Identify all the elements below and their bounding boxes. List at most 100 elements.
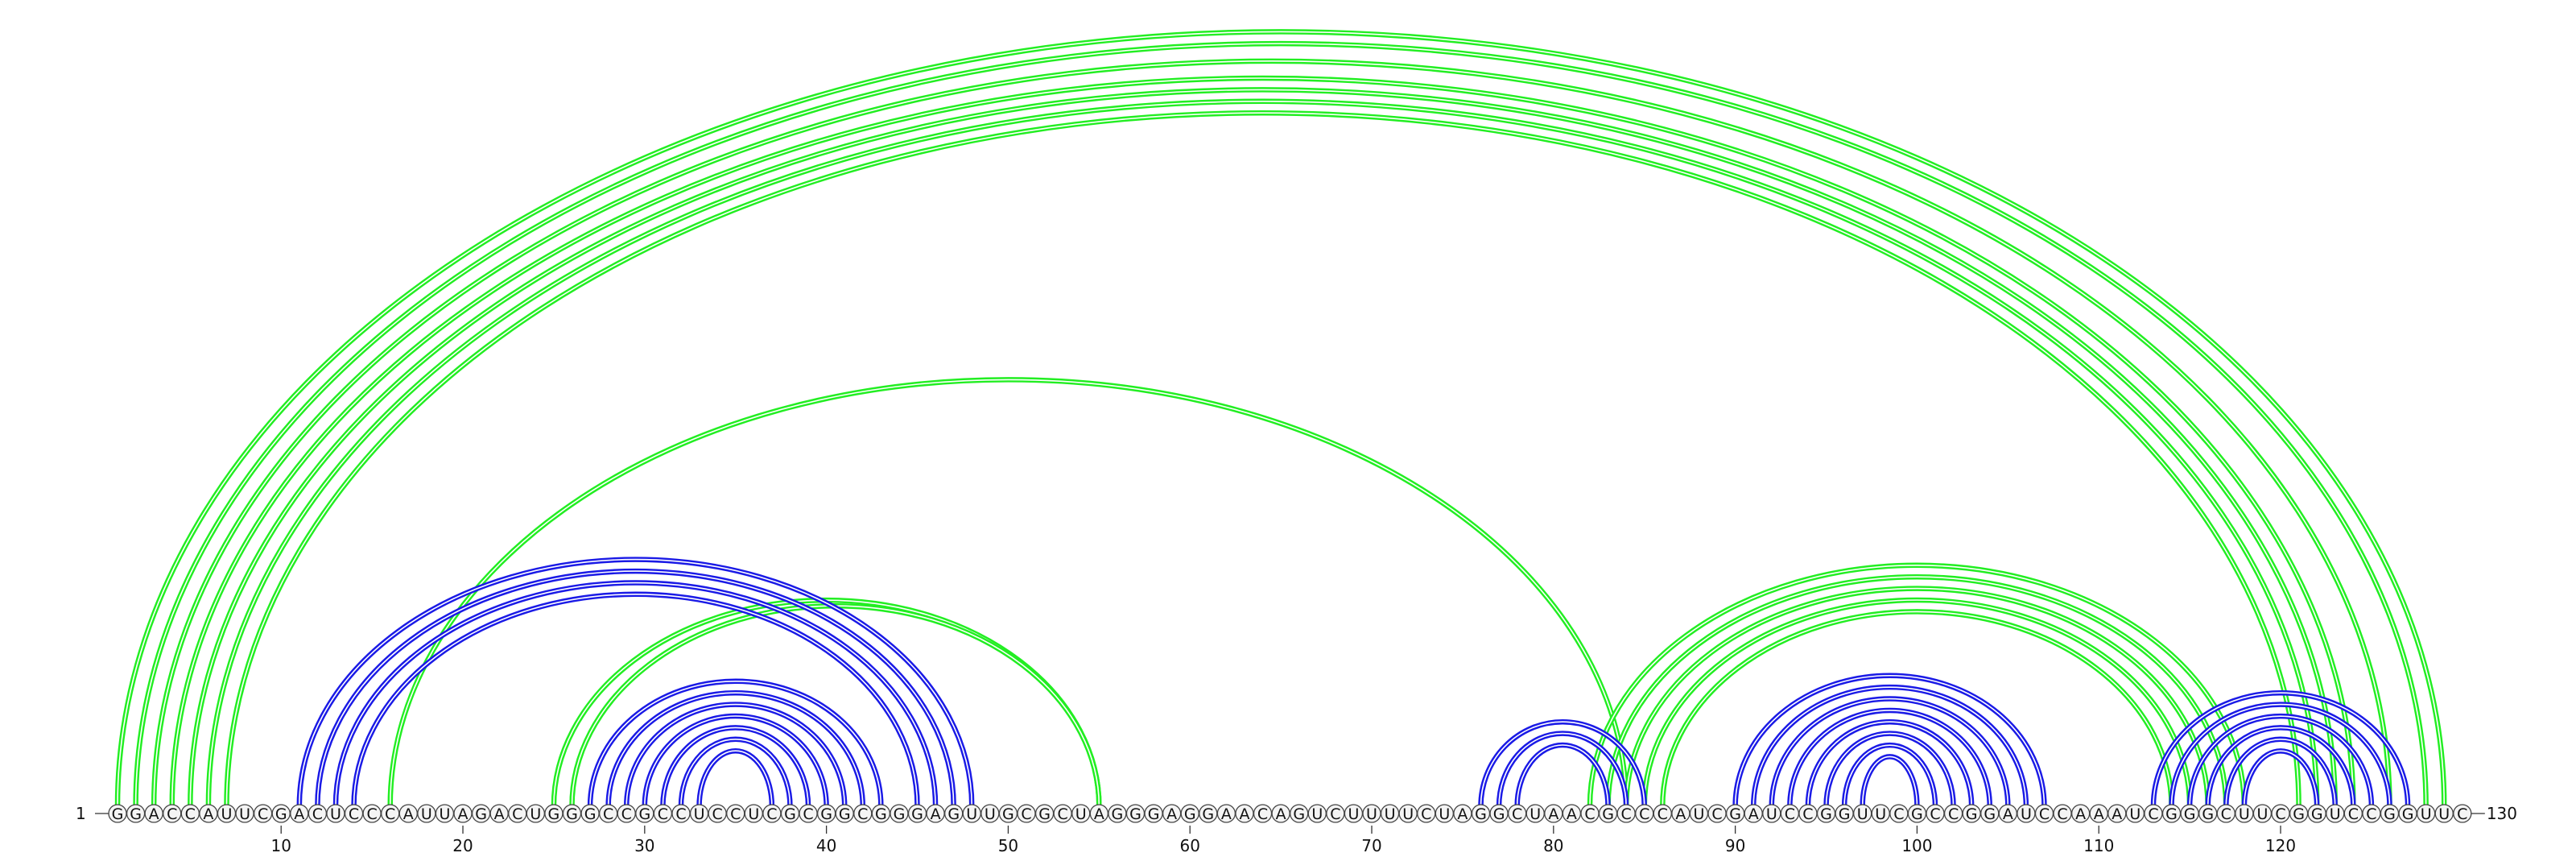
nucleotide-letter: C xyxy=(2275,805,2285,823)
nucleotide-letter: A xyxy=(1276,805,1286,823)
nucleotide-letter: U xyxy=(1693,805,1704,823)
nucleotide-letter: G xyxy=(1112,805,1124,823)
nucleotide-letter: C xyxy=(1021,805,1031,823)
nucleotide-letter: U xyxy=(421,805,432,823)
tick-label: 40 xyxy=(816,836,836,855)
nucleotide-letter: A xyxy=(1239,805,1249,823)
nucleotide-letter: G xyxy=(548,805,560,823)
nucleotide-letter: G xyxy=(130,805,142,823)
nucleotide-letter: A xyxy=(203,805,213,823)
nucleotide-letter: C xyxy=(803,805,813,823)
green-arc-core-3-126 xyxy=(153,60,2391,807)
nucleotide-letter: G xyxy=(839,805,851,823)
nucleotide-letter: C xyxy=(1930,805,1940,823)
blue-arc-core-30-40 xyxy=(644,715,828,807)
nucleotide-letter: G xyxy=(112,805,124,823)
nucleotide-letter: A xyxy=(2003,805,2013,823)
nucleotide-letter: A xyxy=(1567,805,1577,823)
nucleotide-letter: C xyxy=(603,805,613,823)
tick-label: 110 xyxy=(2083,836,2114,855)
nucleotide-letter: U xyxy=(1366,805,1377,823)
nucleotide-letter: U xyxy=(748,805,759,823)
nucleotide-letter: U xyxy=(1439,805,1450,823)
green-base-pair-arcs xyxy=(114,29,2447,807)
tick-label: 100 xyxy=(1901,836,1932,855)
nucleotide-letter: C xyxy=(857,805,868,823)
nucleotide-letter: A xyxy=(403,805,414,823)
blue-arc-core-90-107 xyxy=(1734,674,2046,807)
nucleotide-letter: U xyxy=(2256,805,2268,823)
blue-arc-core-76-85 xyxy=(1480,721,1645,807)
nucleotide-letter: G xyxy=(894,805,906,823)
nucleotide-letter: U xyxy=(221,805,233,823)
nucleotide-letter: G xyxy=(1184,805,1196,823)
nucleotide-letter: G xyxy=(1602,805,1614,823)
nucleotide-letter: U xyxy=(2421,805,2432,823)
blue-arc-core-14-45 xyxy=(353,594,919,807)
nucleotide-letter: A xyxy=(931,805,941,823)
nucleotide-letter: G xyxy=(1493,805,1505,823)
nucleotide-letter: G xyxy=(875,805,887,823)
blue-arc-core-95-102 xyxy=(1825,732,1955,807)
blue-arc-core-116-124 xyxy=(2207,727,2355,807)
nucleotide-letter: C xyxy=(675,805,686,823)
green-arc-core-6-122 xyxy=(208,101,2318,807)
green-arc-core-84-116 xyxy=(1625,587,2209,807)
nucleotide-letter: C xyxy=(730,805,741,823)
nucleotide-letter: C xyxy=(2366,805,2376,823)
nucleotide-letter: G xyxy=(1002,805,1014,823)
blue-arc-27-43 xyxy=(587,678,884,807)
nucleotide-letter: C xyxy=(512,805,522,823)
tick-label: 80 xyxy=(1543,836,1563,855)
tick-label: 30 xyxy=(634,836,654,855)
nucleotide-letter: C xyxy=(2221,805,2231,823)
nucleotide-letter: G xyxy=(475,805,487,823)
nucleotide-letter: U xyxy=(2129,805,2140,823)
tick-label: 60 xyxy=(1179,836,1199,855)
nucleotide-letter: G xyxy=(1202,805,1214,823)
green-arc-core-86-114 xyxy=(1662,611,2173,807)
nucleotide-letter: C xyxy=(2039,805,2050,823)
nucleotide-letter: C xyxy=(1584,805,1595,823)
nucleotide-letter: C xyxy=(2457,805,2467,823)
nucleotide-letter: G xyxy=(2384,805,2396,823)
nucleotide-letter: C xyxy=(1711,805,1722,823)
nucleotide-letter: G xyxy=(638,805,650,823)
green-arc-core-1-129 xyxy=(117,31,2446,807)
nucleotide-letter: G xyxy=(1820,805,1832,823)
blue-arc-core-114-126 xyxy=(2170,703,2391,807)
green-arc-4-124 xyxy=(169,75,2356,807)
nucleotide-letter: G xyxy=(2402,805,2414,823)
nucleotide-letter: U xyxy=(2438,805,2450,823)
nucleotide-letter: G xyxy=(1729,805,1741,823)
blue-arc-33-37 xyxy=(696,747,775,807)
nucleotide-letter: C xyxy=(1639,805,1649,823)
nucleotide-letter: A xyxy=(494,805,505,823)
nucleotide-letter: A xyxy=(294,805,304,823)
nucleotide-letter: C xyxy=(766,805,777,823)
nucleotide-letter: C xyxy=(1893,805,1904,823)
nucleotide-letter: A xyxy=(149,805,159,823)
sequence-start-label: 1 xyxy=(76,804,86,823)
nucleotide-letter: C xyxy=(1802,805,1813,823)
nucleotide-letter: G xyxy=(784,805,796,823)
nucleotide-letter: U xyxy=(239,805,250,823)
blue-arc-90-107 xyxy=(1732,673,2047,807)
blue-arc-core-118-122 xyxy=(2244,750,2318,807)
nucleotide-letter: A xyxy=(2094,805,2104,823)
nucleotide-letter: U xyxy=(439,805,450,823)
blue-arc-core-77-84 xyxy=(1498,732,1627,807)
tick-label: 70 xyxy=(1361,836,1381,855)
nucleotide-circle xyxy=(2453,804,2472,823)
nucleotide-letter: U xyxy=(2239,805,2250,823)
nucleotide-letter: G xyxy=(2165,805,2178,823)
blue-arc-core-78-83 xyxy=(1516,744,1609,807)
nucleotide-letter: U xyxy=(694,805,705,823)
nucleotide-letter: C xyxy=(621,805,632,823)
nucleotide-letter: C xyxy=(2348,805,2359,823)
nucleotide-letter: U xyxy=(2021,805,2032,823)
nucleotide-letter: U xyxy=(985,805,996,823)
nucleotide-letter: U xyxy=(1311,805,1323,823)
nucleotide-letter: C xyxy=(1330,805,1340,823)
